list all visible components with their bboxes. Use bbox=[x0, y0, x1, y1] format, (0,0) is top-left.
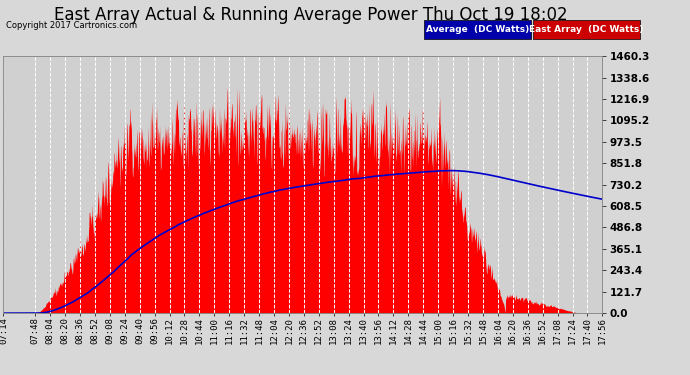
Text: East Array Actual & Running Average Power Thu Oct 19 18:02: East Array Actual & Running Average Powe… bbox=[54, 6, 567, 24]
Text: Copyright 2017 Cartronics.com: Copyright 2017 Cartronics.com bbox=[6, 21, 137, 30]
Text: East Array  (DC Watts): East Array (DC Watts) bbox=[529, 25, 643, 34]
Text: Average  (DC Watts): Average (DC Watts) bbox=[426, 25, 529, 34]
